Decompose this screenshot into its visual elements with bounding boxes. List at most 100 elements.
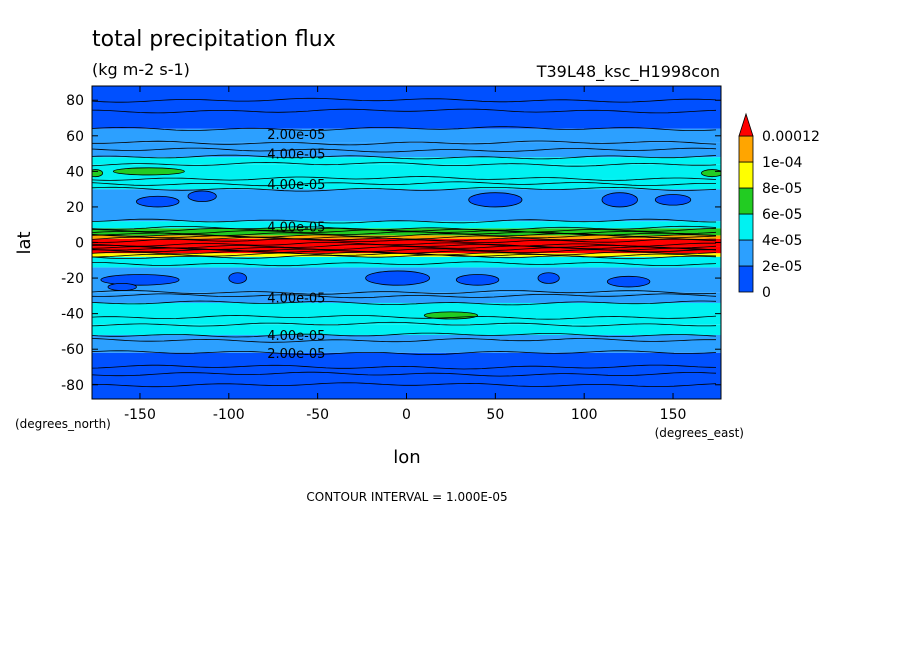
contour-band bbox=[92, 178, 721, 190]
contour-line bbox=[92, 231, 717, 236]
contour-line bbox=[92, 97, 717, 103]
contour-line bbox=[92, 245, 716, 251]
contour-line bbox=[92, 371, 717, 377]
contour-patch bbox=[606, 275, 651, 288]
contour-band bbox=[92, 238, 721, 247]
y-tick-label: 40 bbox=[66, 164, 84, 180]
contour-line bbox=[92, 382, 717, 388]
contour-label: 2.00e-05 bbox=[267, 347, 325, 362]
contour-patch bbox=[100, 274, 180, 286]
contour-band bbox=[92, 221, 721, 229]
contour-patch bbox=[601, 192, 638, 208]
contour-label: 4.00e-05 bbox=[267, 329, 325, 344]
y-tick-label: 0 bbox=[75, 236, 84, 252]
contour-line bbox=[92, 293, 717, 299]
contour-line bbox=[92, 140, 717, 146]
contour-line bbox=[92, 181, 717, 187]
contour-patch bbox=[92, 169, 104, 178]
y-tick-label: -80 bbox=[61, 378, 84, 394]
contour-patch bbox=[654, 194, 692, 206]
colorbar-swatch bbox=[738, 265, 754, 293]
contour-interval-footer: CONTOUR INTERVAL = 1.000E-05 bbox=[306, 490, 507, 504]
contour-patch bbox=[112, 167, 185, 176]
chart-units: (kg m-2 s-1) bbox=[92, 60, 190, 79]
contour-band bbox=[92, 86, 721, 129]
contour-line bbox=[92, 227, 717, 233]
contour-line bbox=[92, 261, 717, 267]
y-tick-label: -40 bbox=[61, 307, 84, 323]
colorbar-label: 1e-04 bbox=[762, 155, 802, 171]
contour-band bbox=[92, 292, 721, 303]
contour-patch bbox=[187, 190, 217, 202]
contour-patch bbox=[455, 274, 500, 286]
contour-band bbox=[92, 142, 721, 158]
contour-band bbox=[92, 128, 721, 143]
contour-line bbox=[92, 154, 717, 160]
contour-line bbox=[92, 350, 717, 355]
contour-patch bbox=[468, 192, 523, 208]
colorbar-swatch bbox=[738, 213, 754, 241]
contour-band bbox=[92, 352, 721, 399]
contour-band bbox=[92, 256, 721, 268]
contour-band bbox=[92, 164, 721, 179]
contour-line bbox=[92, 332, 717, 338]
y-tick-label: 80 bbox=[66, 93, 84, 109]
contour-line bbox=[92, 290, 717, 295]
contour-line bbox=[92, 186, 717, 192]
y-units-label: (degrees_north) bbox=[15, 417, 111, 431]
colorbar-label: 0 bbox=[762, 285, 771, 301]
plot-area: 2.00e-05 4.00e-05 4.00e-05 4.00e-05 4.00e-05… bbox=[92, 86, 721, 399]
contour-line bbox=[92, 161, 717, 167]
contour-patch bbox=[107, 283, 137, 291]
contour-band bbox=[92, 235, 721, 239]
contour-line bbox=[92, 364, 717, 370]
contour-band bbox=[92, 334, 721, 353]
colorbar-overflow-arrow bbox=[738, 112, 754, 137]
contour-patch bbox=[537, 272, 560, 284]
x-tick-label: -50 bbox=[306, 407, 329, 423]
x-tick-label: -100 bbox=[213, 407, 245, 423]
y-tick-label: -20 bbox=[61, 271, 84, 287]
colorbar-swatch bbox=[738, 161, 754, 189]
colorbar-label: 2e-05 bbox=[762, 259, 802, 275]
colorbar-label: 6e-05 bbox=[762, 207, 802, 223]
contour-line bbox=[92, 321, 717, 327]
contour-band bbox=[92, 253, 721, 257]
colorbar-swatch bbox=[738, 239, 754, 267]
colorbar-swatch bbox=[738, 135, 754, 163]
contour-label: 4.00e-05 bbox=[267, 148, 325, 163]
contour-band bbox=[92, 302, 721, 325]
contour-band bbox=[92, 324, 721, 335]
contour-line bbox=[92, 176, 717, 181]
x-tick-label: 150 bbox=[660, 407, 687, 423]
contour-line bbox=[92, 247, 717, 253]
x-axis-label: lon bbox=[393, 447, 420, 468]
contour-band bbox=[92, 157, 721, 165]
colorbar-label: 0.00012 bbox=[762, 129, 820, 145]
colorbar-label: 4e-05 bbox=[762, 233, 802, 249]
contour-line bbox=[92, 238, 717, 243]
colorbar: 0 2e-05 4e-05 6e-05 8e-05 1e-04 0.00012 bbox=[738, 112, 820, 301]
contour-patch bbox=[228, 272, 247, 284]
dataset-label: T39L48_ksc_H1998con bbox=[536, 62, 720, 82]
contour-line bbox=[92, 254, 717, 260]
x-tick-label: -150 bbox=[124, 407, 156, 423]
contour-line bbox=[92, 218, 716, 224]
contour-label: 4.00e-05 bbox=[267, 220, 325, 235]
contour-line bbox=[92, 147, 717, 153]
y-axis-label: lat bbox=[14, 231, 35, 254]
y-tick-label: 20 bbox=[66, 200, 84, 216]
contour-line bbox=[92, 315, 717, 320]
contour-label: 4.00e-05 bbox=[267, 292, 325, 307]
x-tick-label: 0 bbox=[402, 407, 411, 423]
contour-patch bbox=[365, 270, 430, 286]
chart-title: total precipitation flux bbox=[92, 27, 336, 52]
contour-patch bbox=[136, 195, 180, 208]
contour-line bbox=[92, 225, 717, 231]
contour-line bbox=[92, 300, 717, 306]
colorbar-swatch bbox=[738, 187, 754, 215]
contour-label: 2.00e-05 bbox=[267, 128, 325, 143]
x-units-label: (degrees_east) bbox=[655, 426, 744, 440]
contour-label: 4.00e-05 bbox=[267, 178, 325, 193]
